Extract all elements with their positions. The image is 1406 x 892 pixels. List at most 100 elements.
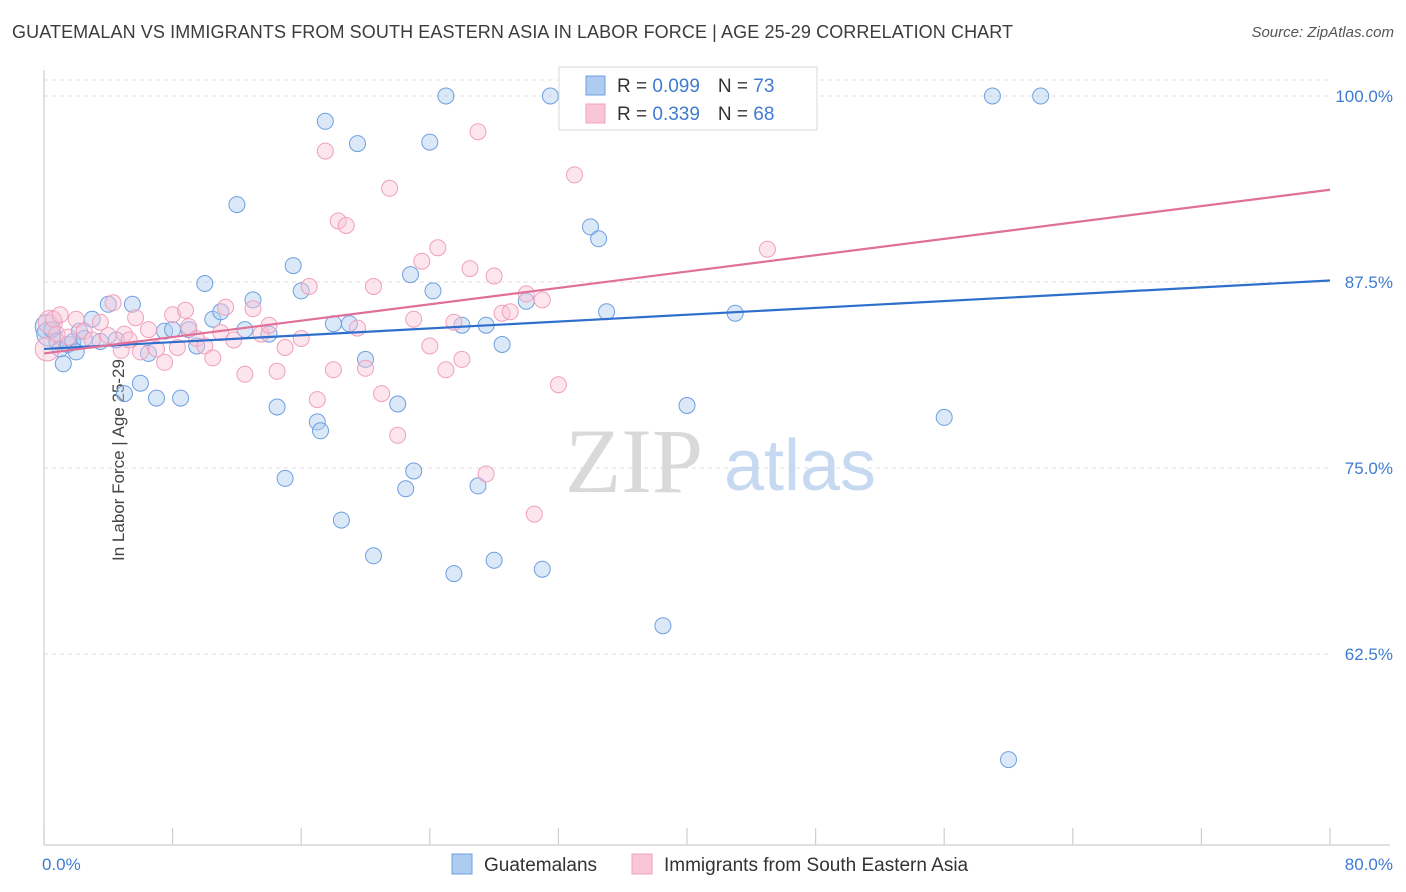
sea-immigrant-point bbox=[308, 391, 326, 409]
sea-immigrant-point bbox=[365, 278, 382, 295]
sea-immigrant-point bbox=[525, 505, 543, 523]
x-tick-labels: 0.0% 80.0% bbox=[42, 855, 1393, 874]
guatemalan-point bbox=[292, 282, 310, 300]
stats-legend-row: R = 0.099 N = 73 bbox=[617, 76, 774, 97]
guatemalan-point bbox=[349, 135, 366, 153]
sea-immigrant-point bbox=[349, 319, 366, 337]
legend-sea-immigrants-label: Immigrants from South Eastern Asia bbox=[664, 855, 969, 876]
guatemalan-point bbox=[308, 413, 326, 431]
sea-immigrant-point bbox=[148, 340, 165, 358]
guatemalan-point bbox=[397, 480, 415, 498]
sea-immigrant-point bbox=[533, 291, 551, 309]
guatemalan-point bbox=[533, 560, 551, 578]
sea-immigrant-point bbox=[59, 328, 77, 346]
guatemalan-point bbox=[244, 291, 262, 309]
guatemalan-point bbox=[1032, 87, 1050, 105]
y-tick-labels: 62.5% 75.0% 87.5% 100.0% bbox=[1335, 87, 1393, 664]
sea-immigrant-point bbox=[99, 327, 117, 345]
sea-immigrant-swatch bbox=[585, 103, 606, 124]
watermark: ZIP atlas bbox=[565, 410, 876, 512]
guatemalan-point bbox=[590, 230, 608, 248]
sea-immigrant-point bbox=[389, 426, 407, 444]
grid-lines bbox=[44, 79, 1330, 655]
legend-guatemalans-swatch bbox=[451, 853, 473, 875]
legend-sea-immigrants-swatch bbox=[631, 853, 653, 875]
source-label: Source: ZipAtlas.com bbox=[1251, 24, 1394, 41]
sea-immigrant-point bbox=[324, 361, 342, 379]
guatemalan-point bbox=[424, 282, 442, 300]
guatemalan-point bbox=[196, 275, 214, 292]
guatemalan-point bbox=[268, 398, 286, 416]
sea-immigrant-point bbox=[381, 179, 399, 197]
y-tick-label: 87.5% bbox=[1345, 273, 1393, 292]
guatemalan-point bbox=[172, 389, 190, 407]
sea-immigrant-point bbox=[549, 376, 567, 394]
sea-immigrant-point bbox=[268, 362, 286, 380]
sea-immigrant-point bbox=[437, 361, 455, 379]
sea-immigrant-point bbox=[276, 339, 294, 356]
guatemalan-point bbox=[164, 321, 182, 339]
sea-immigrant-point bbox=[48, 325, 66, 343]
guatemalan-point bbox=[123, 295, 141, 313]
sea-immigrant-point bbox=[300, 278, 318, 295]
guatemalan-swatch bbox=[585, 75, 606, 96]
guatemalan-point bbox=[332, 511, 350, 529]
sea-immigrant-point bbox=[357, 359, 374, 377]
y-tick-label: 100.0% bbox=[1335, 87, 1393, 106]
stats-legend-row: R = 0.339 N = 68 bbox=[617, 104, 774, 125]
guatemalan-point bbox=[485, 551, 503, 569]
y-tick-label: 75.0% bbox=[1345, 459, 1393, 478]
x-tick-label: 0.0% bbox=[42, 855, 81, 874]
sea-immigrant-point bbox=[244, 300, 262, 318]
guatemalan-point bbox=[389, 395, 407, 413]
watermark-zip: ZIP bbox=[565, 410, 703, 512]
sea-immigrant-point bbox=[104, 294, 122, 312]
axes bbox=[43, 70, 1390, 846]
guatemalan-point bbox=[421, 133, 439, 151]
guatemalan-point bbox=[54, 355, 72, 373]
guatemalan-point bbox=[131, 374, 149, 392]
sea-immigrant-point bbox=[196, 337, 214, 355]
guatemalan-point bbox=[316, 112, 334, 130]
sea-immigrant-point bbox=[131, 343, 149, 361]
sea-immigrant-point bbox=[329, 212, 347, 230]
guatemalan-point bbox=[357, 350, 374, 368]
guatemalan-point bbox=[678, 397, 696, 414]
sea-immigrant-point bbox=[501, 303, 519, 321]
sea-immigrant-point bbox=[453, 350, 471, 368]
watermark-atlas: atlas bbox=[724, 426, 876, 506]
sea-immigrant-point bbox=[566, 166, 583, 184]
sea-immigrant-point bbox=[405, 310, 423, 328]
sea-immigrant-point bbox=[373, 385, 391, 403]
guatemalan-point bbox=[284, 257, 302, 275]
sea-immigrant-point bbox=[236, 365, 254, 383]
trend-lines bbox=[43, 188, 1331, 355]
guatemalan-point bbox=[445, 565, 463, 583]
sea-immigrant-point bbox=[177, 301, 194, 319]
sea-immigrant-point bbox=[337, 217, 355, 234]
sea-immigrant-point bbox=[164, 306, 182, 324]
sea-immigrant-point bbox=[477, 465, 495, 483]
guatemalan-point bbox=[541, 87, 559, 105]
sea-immigrant-point bbox=[421, 337, 439, 355]
guatemalan-point bbox=[405, 462, 423, 480]
sea-immigrant-point bbox=[67, 310, 85, 328]
guatemalan-point bbox=[654, 617, 672, 635]
guatemalan-point bbox=[1000, 751, 1017, 769]
x-tick-label: 80.0% bbox=[1345, 855, 1393, 874]
sea-immigrant-point bbox=[140, 321, 157, 339]
guatemalan-point bbox=[276, 469, 294, 487]
guatemalan-point bbox=[437, 87, 455, 105]
sea-immigrant-point bbox=[469, 123, 487, 141]
sea-immigrant-point bbox=[204, 349, 222, 367]
guatemalan-point bbox=[148, 389, 165, 407]
guatemalan-point bbox=[469, 477, 487, 495]
sea-immigrant-point bbox=[51, 306, 69, 324]
sea-immigrant-point bbox=[156, 353, 174, 371]
legend-guatemalans-label: Guatemalans bbox=[484, 855, 597, 876]
sea-immigrant-point bbox=[91, 313, 109, 331]
guatemalan-point bbox=[312, 422, 329, 440]
stats-legend: R = 0.099 N = 73 R = 0.339 N = 68 bbox=[558, 66, 818, 131]
guatemalan-point bbox=[983, 87, 1001, 105]
